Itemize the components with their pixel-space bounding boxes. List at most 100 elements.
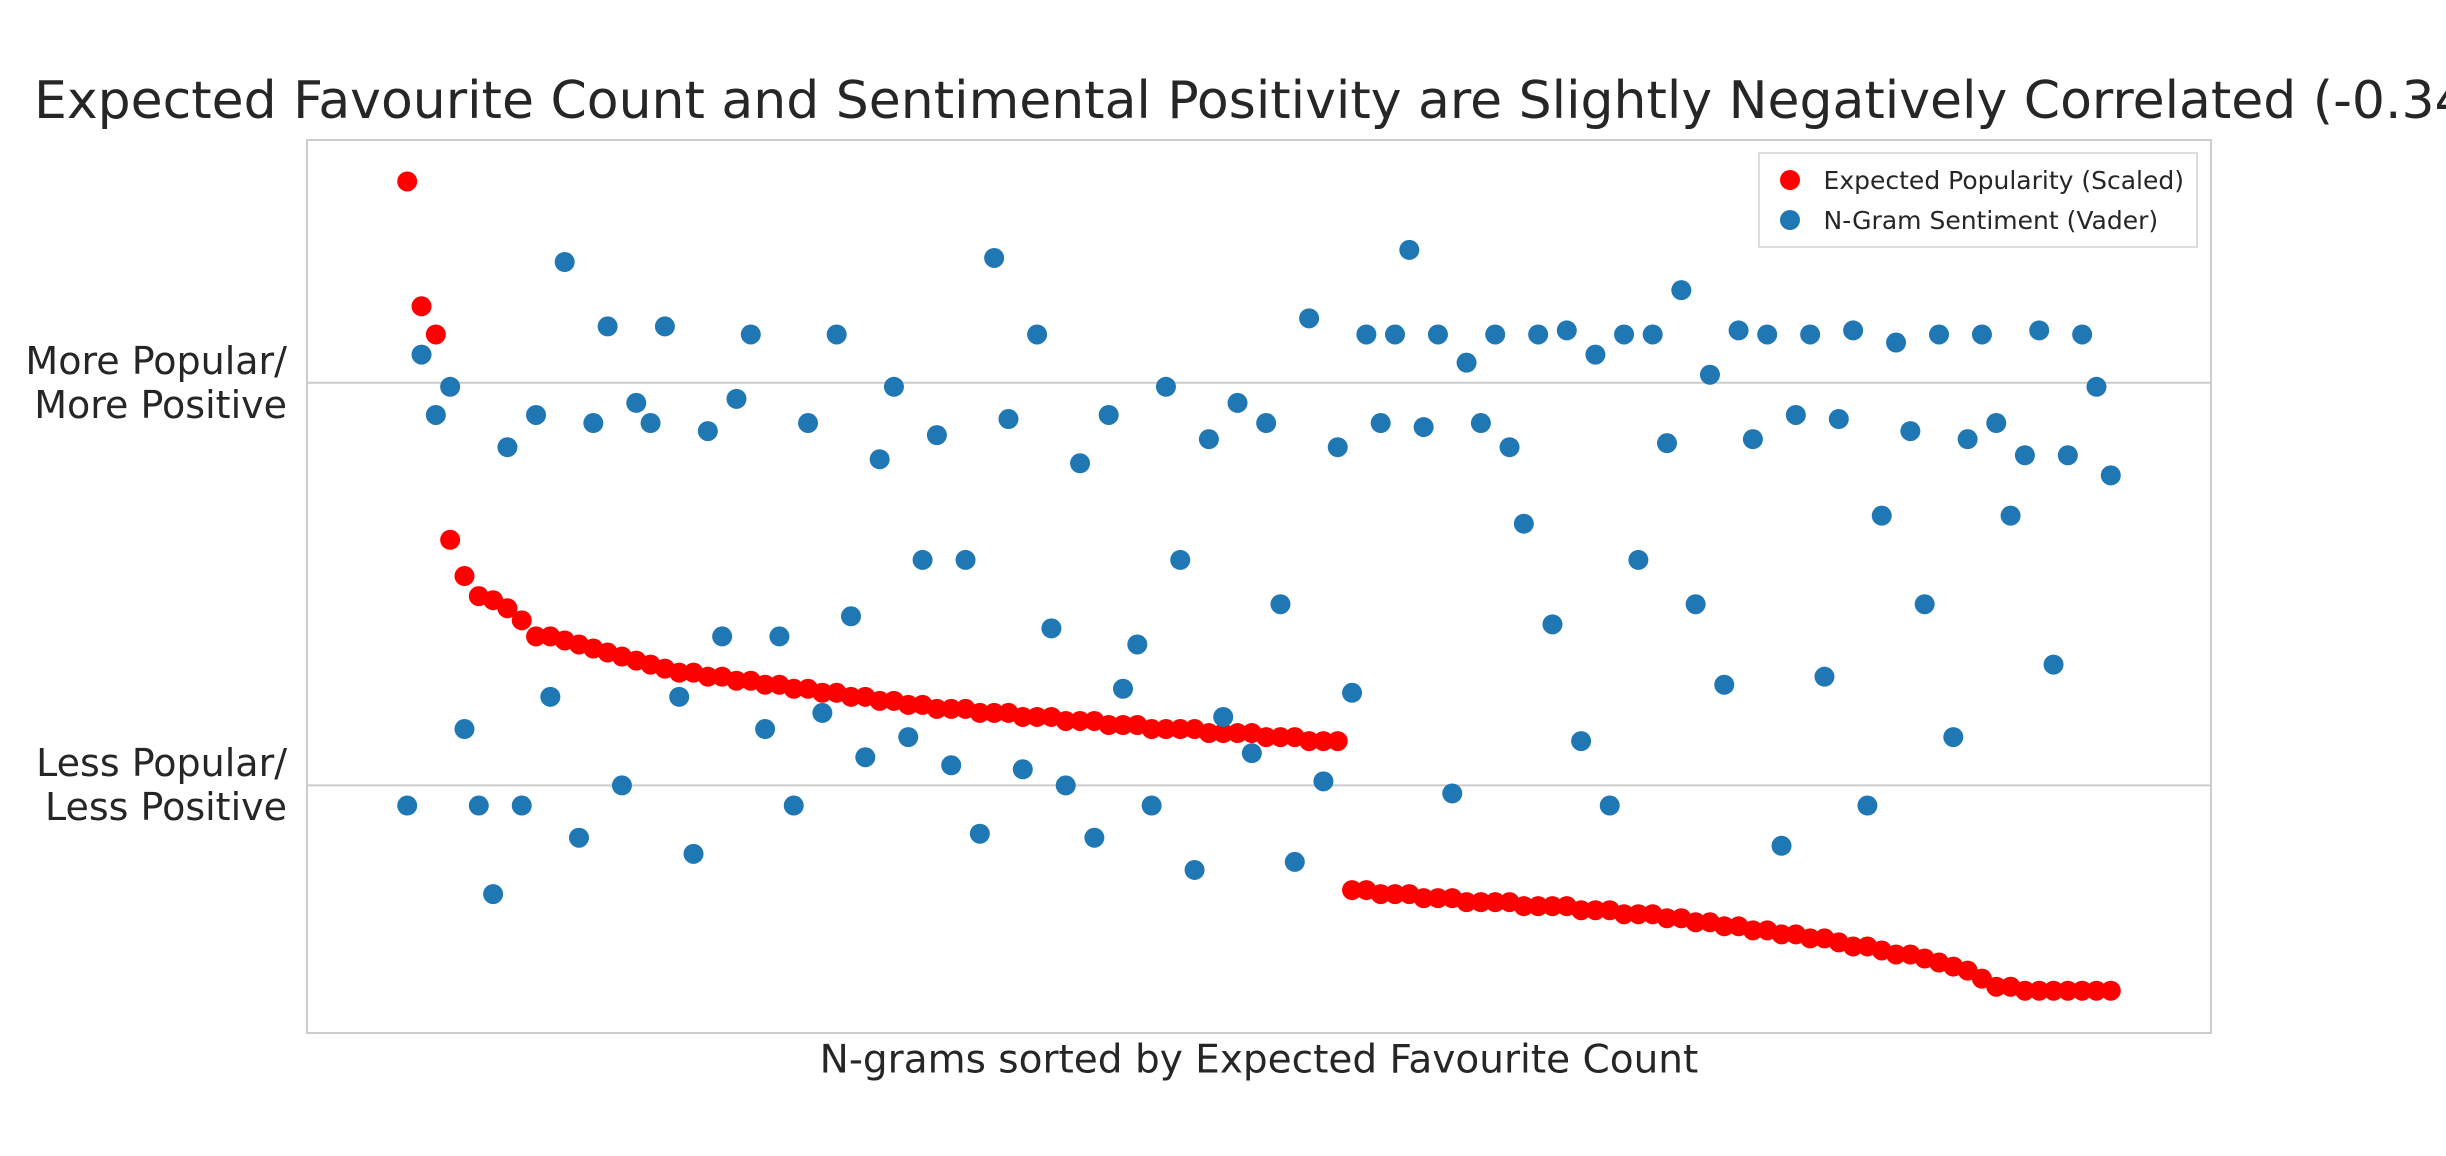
point <box>2029 320 2050 341</box>
point <box>2014 445 2035 466</box>
point <box>841 686 861 707</box>
point <box>1413 888 1434 909</box>
point <box>1456 892 1477 913</box>
point <box>1657 908 1677 929</box>
point <box>397 795 418 816</box>
point <box>1385 884 1405 905</box>
point <box>955 549 976 570</box>
point <box>926 698 947 719</box>
point <box>1714 674 1735 695</box>
point <box>1571 900 1592 921</box>
point <box>1256 727 1277 748</box>
point <box>1800 324 1821 345</box>
point <box>1642 324 1663 345</box>
point <box>755 674 776 695</box>
point <box>626 392 647 413</box>
point <box>1198 429 1219 450</box>
point <box>1370 884 1391 905</box>
point <box>1141 719 1162 740</box>
point <box>1241 743 1262 764</box>
point <box>2086 376 2107 397</box>
point <box>1843 936 1864 957</box>
point <box>1957 429 1978 450</box>
point <box>1141 795 1162 816</box>
point <box>1771 835 1792 856</box>
point <box>1485 324 1506 345</box>
point <box>611 775 632 796</box>
point <box>640 413 661 434</box>
point <box>425 324 446 345</box>
point <box>1542 614 1563 635</box>
point <box>540 686 561 707</box>
point <box>1155 376 1176 397</box>
point <box>1027 706 1048 727</box>
x-axis-label: N-grams sorted by Expected Favourite Cou… <box>820 1038 1699 1083</box>
point <box>1470 892 1491 913</box>
point <box>941 755 962 776</box>
point <box>798 413 819 434</box>
point <box>2043 654 2064 675</box>
point <box>1986 976 2007 997</box>
point <box>1628 904 1649 925</box>
point <box>1327 437 1348 458</box>
point <box>740 324 761 345</box>
legend-item: Expected Popularity (Scaled) <box>1772 160 2184 200</box>
point <box>869 690 890 711</box>
point <box>769 626 790 647</box>
point <box>1556 320 1577 341</box>
point <box>1914 594 1935 615</box>
point <box>2057 445 2078 466</box>
point <box>1943 727 1964 748</box>
point <box>1614 904 1635 925</box>
point <box>912 549 933 570</box>
point <box>2043 980 2064 1001</box>
point <box>1785 404 1806 425</box>
point <box>1299 308 1320 329</box>
point <box>1542 896 1563 917</box>
point <box>1900 421 1921 442</box>
legend-item: N-Gram Sentiment (Vader) <box>1772 200 2184 240</box>
point <box>1771 924 1792 945</box>
point <box>511 610 532 631</box>
point <box>1528 324 1549 345</box>
point <box>984 247 1005 268</box>
point <box>1814 666 1835 687</box>
point <box>926 425 947 446</box>
point <box>454 719 475 740</box>
point <box>984 702 1005 723</box>
point <box>2100 980 2121 1001</box>
point <box>1227 392 1248 413</box>
point <box>941 698 962 719</box>
point <box>826 324 847 345</box>
point <box>1070 710 1091 731</box>
point <box>497 437 518 458</box>
point <box>425 404 446 425</box>
point <box>726 670 747 691</box>
point <box>1857 795 1878 816</box>
point <box>1599 795 1620 816</box>
point <box>1170 719 1191 740</box>
point <box>1098 404 1119 425</box>
legend: Expected Popularity (Scaled) N-Gram Senti… <box>1757 152 2198 248</box>
point <box>1370 413 1391 434</box>
point <box>454 566 475 587</box>
point <box>1170 549 1191 570</box>
point <box>411 344 432 365</box>
point <box>726 388 747 409</box>
point <box>411 296 432 317</box>
chart-title: Expected Favourite Count and Sentimental… <box>34 71 2446 131</box>
point <box>783 795 804 816</box>
point <box>755 719 776 740</box>
point <box>898 694 919 715</box>
point <box>1585 900 1606 921</box>
point <box>654 316 675 337</box>
point <box>1871 505 1892 526</box>
point <box>1299 731 1320 752</box>
point <box>1427 324 1448 345</box>
point <box>1513 896 1534 917</box>
point <box>1528 896 1549 917</box>
point <box>869 449 890 470</box>
point <box>1055 775 1076 796</box>
